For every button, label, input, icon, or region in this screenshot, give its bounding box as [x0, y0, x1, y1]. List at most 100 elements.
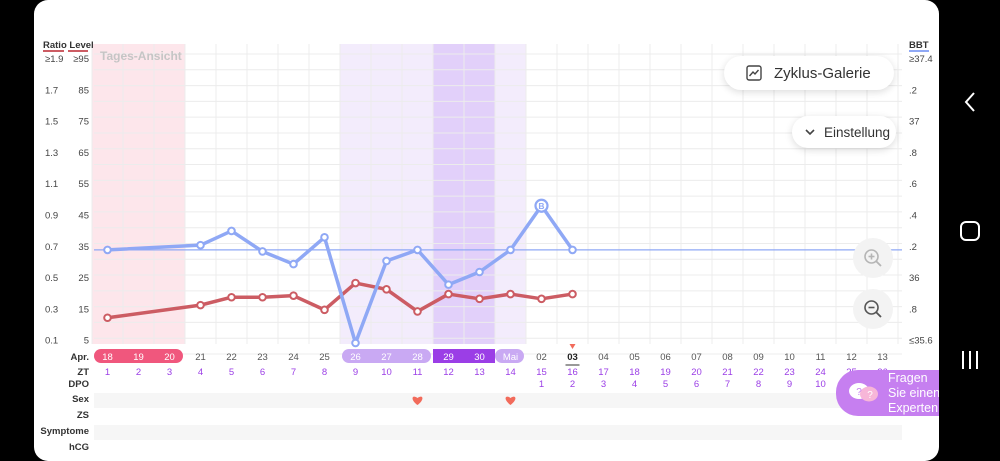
dpo-label: 2	[570, 379, 575, 390]
heart-icon[interactable]	[505, 396, 516, 405]
bbt-point[interactable]	[227, 292, 236, 302]
date-label: 27	[381, 352, 392, 363]
cycle-day-label: 16	[567, 367, 578, 378]
date-label: 12	[846, 352, 857, 363]
zoom-in-button[interactable]	[853, 238, 893, 278]
chevron-down-icon	[805, 129, 815, 136]
left-axis-title: Ratio Level	[43, 40, 94, 51]
cycle-day-label: 12	[443, 367, 454, 378]
ratio-level-point[interactable]	[320, 232, 329, 242]
ratio-level-point[interactable]	[289, 259, 298, 269]
bbt-point[interactable]	[537, 294, 546, 304]
level-tick-label: ≥95	[73, 54, 89, 65]
data-row-stripe	[94, 393, 902, 408]
data-row-stripe	[94, 425, 902, 440]
zoom-out-icon	[864, 300, 882, 318]
ratio-level-point[interactable]	[227, 226, 236, 236]
date-label: 03	[567, 352, 578, 363]
recent-apps-button[interactable]	[954, 344, 986, 376]
date-label: 22	[226, 352, 237, 363]
dpo-label: 8	[756, 379, 761, 390]
cycle-day-label: 6	[260, 367, 265, 378]
bbt-point[interactable]	[258, 292, 267, 302]
ratio-level-peak-point[interactable]	[534, 198, 549, 213]
bbt-point[interactable]	[413, 307, 422, 316]
back-button[interactable]	[954, 86, 986, 118]
cycle-day-label: 10	[381, 367, 392, 378]
ovulation-date-pill	[433, 349, 495, 363]
ratio-level-point[interactable]	[382, 256, 391, 266]
sex-row-label: Sex	[72, 394, 90, 405]
zoom-out-button[interactable]	[853, 289, 893, 329]
bbt-point[interactable]	[568, 289, 577, 299]
ratio-level-point[interactable]	[413, 245, 422, 255]
cycle-day-label: 22	[753, 367, 764, 378]
date-label: 04	[598, 352, 609, 363]
cycle-day-label: 3	[167, 367, 172, 378]
level-tick-label: 5	[84, 336, 89, 347]
date-label: 24	[288, 352, 299, 363]
heart-icon[interactable]	[412, 396, 423, 405]
zoom-in-icon	[864, 249, 882, 267]
fertile-date-pill	[342, 349, 431, 363]
level-tick-label: 85	[78, 85, 89, 96]
chart-icon	[746, 65, 762, 81]
dpo-label: 5	[663, 379, 668, 390]
cycle-day-label: 5	[229, 367, 234, 378]
svg-text:?: ?	[856, 387, 862, 398]
bbt-point[interactable]	[506, 289, 515, 299]
bbt-point[interactable]	[196, 300, 205, 310]
home-button[interactable]	[954, 215, 986, 247]
system-navigation-bar	[939, 0, 1000, 461]
cycle-chart[interactable]: Ratio Level BBT Tages-Ansicht ≥1.9 ≥95 ≥37.4 1…	[34, 0, 939, 461]
cycle-day-label: 15	[536, 367, 547, 378]
ratio-level-point[interactable]	[103, 245, 112, 255]
bbt-point[interactable]	[444, 289, 453, 299]
ask-expert-button[interactable]: ? ? Fragen Sie einen Experten	[836, 370, 939, 416]
ratio-level-point[interactable]	[444, 280, 453, 289]
ratio-level-point[interactable]	[258, 247, 267, 256]
ratio-level-point[interactable]	[351, 338, 360, 348]
cycle-day-label: 23	[784, 367, 795, 378]
ratio-tick-label: 1.7	[45, 85, 58, 96]
home-icon	[960, 221, 980, 241]
bbt-point[interactable]	[351, 278, 360, 288]
bbt-point[interactable]	[320, 305, 329, 315]
date-label: 19	[133, 352, 144, 363]
cycle-gallery-label: Zyklus-Galerie	[774, 64, 871, 82]
cycle-gallery-button[interactable]: Zyklus-Galerie	[724, 56, 894, 90]
settings-label: Einstellung	[824, 124, 891, 140]
cycle-day-label: 4	[198, 367, 203, 378]
right-axis-title: BBT	[909, 40, 929, 51]
settings-dropdown-button[interactable]: Einstellung	[792, 116, 896, 148]
ratio-level-line	[107, 203, 574, 345]
cycle-day-label: 7	[291, 367, 296, 378]
date-label: 23	[257, 352, 268, 363]
bbt-point[interactable]	[382, 285, 391, 294]
cycle-day-label: 19	[660, 367, 671, 378]
ratio-level-point[interactable]	[568, 245, 577, 255]
cycle-day-label: 17	[598, 367, 609, 378]
cycle-day-label: 20	[691, 367, 702, 378]
ratio-level-point[interactable]	[475, 267, 484, 277]
ratio-level-point[interactable]	[506, 245, 515, 255]
ratio-tick-label: 0.3	[45, 304, 58, 315]
cycle-day-label: 24	[815, 367, 826, 378]
bbt-point[interactable]	[103, 313, 112, 323]
today-marker	[569, 344, 576, 349]
menstruation-date-pill	[94, 349, 183, 363]
date-label: 30	[474, 352, 485, 363]
level-tick-label: 45	[78, 211, 89, 222]
level-tick-label: 75	[78, 117, 89, 128]
date-label: 10	[784, 352, 795, 363]
month-label: Apr.	[71, 352, 89, 363]
day-view-label: Tages-Ansicht	[100, 49, 182, 63]
ratio-tick-label: 0.9	[45, 211, 58, 222]
chat-bubble-icon: ? ?	[849, 383, 878, 402]
date-label: 09	[753, 352, 764, 363]
level-tick-label: 55	[78, 179, 89, 190]
bbt-point[interactable]	[289, 291, 298, 300]
ratio-level-point[interactable]	[196, 240, 205, 250]
cycle-day-label: 13	[474, 367, 485, 378]
bbt-point[interactable]	[475, 294, 484, 304]
